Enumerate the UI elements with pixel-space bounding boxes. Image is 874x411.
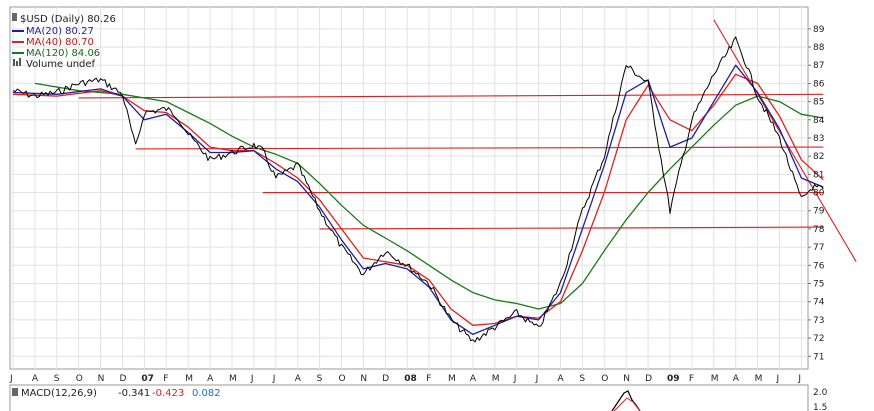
x-tick-label: J (272, 374, 276, 384)
x-tick-label: A (32, 374, 39, 384)
x-tick-label: O (76, 374, 83, 384)
macd-value-2: -0.423 (152, 388, 184, 399)
x-tick-label: F (163, 374, 168, 384)
x-tick-label: 07 (141, 374, 154, 384)
price-line (12, 36, 824, 343)
legend-ma20: MA(20) 80.27 (26, 26, 94, 37)
legend-ma120: MA(120) 84.06 (26, 48, 100, 59)
y-tick-label: 71 (813, 352, 824, 362)
x-tick-label: 08 (404, 374, 417, 384)
x-tick-label: S (579, 374, 585, 384)
y-tick-label: 75 (813, 280, 824, 290)
legend-ma40: MA(40) 80.70 (26, 37, 94, 48)
series (12, 36, 824, 343)
y-tick-label: 86 (813, 79, 825, 89)
y-tick-label: 76 (813, 261, 825, 271)
x-tick-label: A (558, 374, 565, 384)
x-tick-label: F (689, 374, 694, 384)
macd-line (611, 390, 641, 411)
legend-title: $USD (Daily) 80.26 (20, 14, 116, 25)
x-tick-label: J (513, 374, 517, 384)
x-tick-label: A (470, 374, 477, 384)
x-tick-label: D (382, 374, 389, 384)
macd-value-3: 0.082 (192, 388, 221, 399)
x-tick-label: F (426, 374, 431, 384)
ma40-line (12, 73, 824, 326)
y-axis: 71 72 73 74 75 76 77 78 79 80 81 82 83 84 85 86 87 88 89 (808, 25, 825, 362)
y-tick-label: 82 (813, 152, 824, 162)
x-tick-label: M (448, 374, 456, 384)
y-tick-label: 85 (813, 98, 824, 108)
x-tick-label: M (185, 374, 193, 384)
macd-tick-1-5: 1.5 (813, 403, 827, 411)
y-tick-label: 81 (813, 170, 824, 180)
trendline (319, 226, 824, 230)
x-tick-label: M (229, 374, 237, 384)
y-tick-label: 72 (813, 334, 824, 344)
ma120-line (34, 82, 824, 310)
x-tick-label: A (733, 374, 740, 384)
x-tick-label: M (492, 374, 500, 384)
legend-volume: Volume undef (26, 59, 96, 70)
x-tick-label: D (645, 374, 652, 384)
x-tick-label: M (755, 374, 763, 384)
y-tick-label: 83 (813, 134, 824, 144)
macd-value-1: -0.341 (118, 388, 150, 399)
x-tick-label: N (360, 374, 367, 384)
grid (10, 7, 808, 369)
x-tick-label: S (54, 374, 60, 384)
x-axis: J A S O N D 07 F M A M J J A S O N D 08 F M A M J J A S O N D 09 F M A M J J (9, 374, 801, 384)
legend: $USD (Daily) 80.26 MA(20) 80.27 MA(40) 8… (12, 13, 116, 70)
macd-label: MACD(12,26,9) (21, 388, 97, 399)
x-tick-label: J (797, 374, 801, 384)
x-tick-label: D (120, 374, 127, 384)
y-tick-label: 73 (813, 316, 824, 326)
y-tick-label: 78 (813, 225, 825, 235)
x-tick-label: S (317, 374, 323, 384)
y-tick-label: 77 (813, 243, 824, 253)
y-tick-label: 80 (813, 189, 825, 199)
y-tick-label: 88 (813, 43, 825, 53)
x-tick-label: A (295, 374, 302, 384)
y-tick-label: 84 (813, 116, 825, 126)
x-tick-label: O (601, 374, 608, 384)
x-tick-label: J (535, 374, 539, 384)
x-tick-label: 09 (667, 374, 680, 384)
x-tick-label: J (9, 374, 13, 384)
x-tick-label: J (250, 374, 254, 384)
x-tick-label: A (207, 374, 214, 384)
y-tick-label: 79 (813, 207, 825, 217)
y-tick-label: 74 (813, 298, 825, 308)
macd-panel: MACD(12,26,9) -0.341 -0.423 0.082 2.0 1.… (9, 384, 828, 411)
x-tick-label: N (98, 374, 105, 384)
x-tick-label: J (776, 374, 780, 384)
x-tick-label: M (711, 374, 719, 384)
trendline (78, 93, 824, 99)
macd-signal (613, 397, 641, 411)
x-tick-label: N (623, 374, 630, 384)
macd-tick-2: 2.0 (813, 388, 828, 398)
y-tick-label: 89 (813, 25, 825, 35)
x-tick-label: O (339, 374, 346, 384)
y-tick-label: 87 (813, 61, 824, 71)
plot-border (9, 6, 809, 370)
